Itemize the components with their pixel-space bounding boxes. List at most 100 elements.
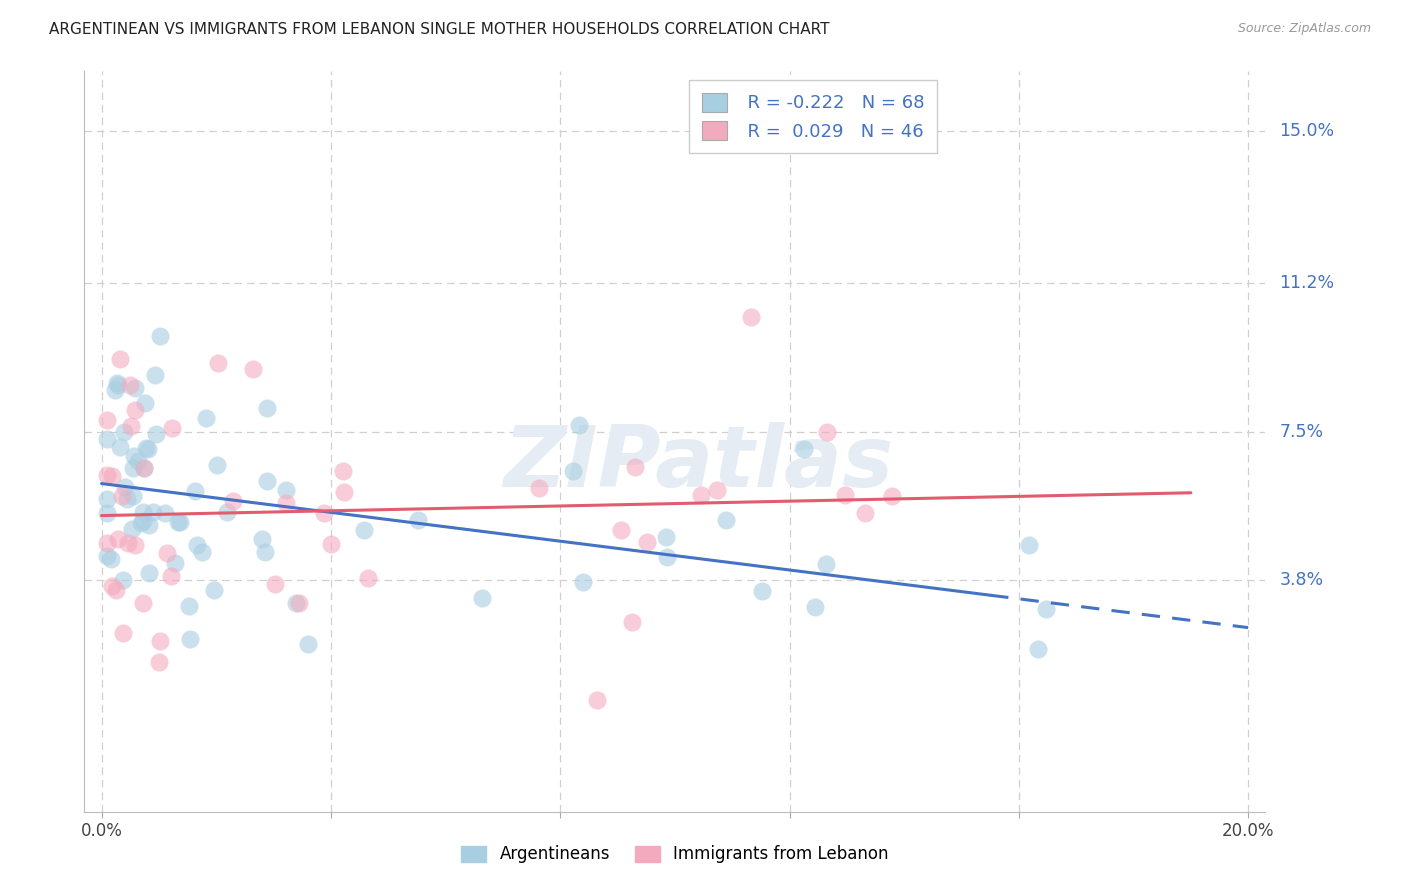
Point	[138, 566, 160, 580]
Point	[620, 615, 643, 629]
Point	[253, 545, 276, 559]
Text: 3.8%: 3.8%	[1279, 571, 1323, 589]
Point	[165, 556, 187, 570]
Point	[149, 328, 172, 343]
Point	[96, 468, 118, 483]
Point	[124, 538, 146, 552]
Point	[127, 454, 149, 468]
Point	[284, 597, 307, 611]
Point	[179, 632, 201, 647]
Point	[111, 489, 134, 503]
Point	[96, 506, 118, 520]
Point	[1026, 642, 1049, 657]
Point	[312, 506, 335, 520]
Point	[353, 523, 375, 537]
Point	[471, 591, 494, 605]
Point	[132, 505, 155, 519]
Point	[138, 517, 160, 532]
Point	[657, 550, 679, 565]
Point	[250, 532, 273, 546]
Point	[740, 310, 762, 324]
Point	[169, 516, 191, 530]
Point	[215, 505, 238, 519]
Point	[107, 378, 129, 392]
Point	[112, 573, 135, 587]
Point	[751, 583, 773, 598]
Point	[572, 574, 595, 589]
Point	[333, 485, 356, 500]
Point	[194, 411, 217, 425]
Point	[357, 571, 380, 585]
Point	[100, 552, 122, 566]
Point	[166, 515, 188, 529]
Point	[122, 461, 145, 475]
Point	[117, 491, 139, 506]
Point	[529, 481, 551, 495]
Point	[96, 491, 118, 506]
Point	[149, 634, 172, 648]
Point	[143, 368, 166, 383]
Point	[1035, 602, 1057, 616]
Point	[96, 432, 118, 446]
Point	[134, 396, 156, 410]
Point	[297, 637, 319, 651]
Legend: Argentineans, Immigrants from Lebanon: Argentineans, Immigrants from Lebanon	[454, 838, 896, 870]
Point	[191, 545, 214, 559]
Point	[562, 465, 585, 479]
Point	[207, 356, 229, 370]
Point	[263, 577, 285, 591]
Point	[853, 506, 876, 520]
Point	[177, 599, 200, 613]
Point	[153, 506, 176, 520]
Point	[101, 579, 124, 593]
Point	[156, 546, 179, 560]
Point	[112, 625, 135, 640]
Point	[568, 417, 591, 432]
Point	[706, 483, 728, 497]
Point	[834, 488, 856, 502]
Point	[96, 549, 118, 564]
Point	[134, 461, 156, 475]
Point	[122, 489, 145, 503]
Point	[332, 464, 354, 478]
Point	[117, 536, 139, 550]
Point	[408, 513, 430, 527]
Text: 11.2%: 11.2%	[1279, 275, 1334, 293]
Point	[221, 494, 243, 508]
Point	[96, 536, 118, 550]
Point	[636, 535, 658, 549]
Point	[815, 558, 838, 572]
Point	[792, 442, 814, 456]
Point	[136, 442, 159, 456]
Point	[132, 596, 155, 610]
Text: ZIPatlas: ZIPatlas	[503, 422, 894, 505]
Text: Source: ZipAtlas.com: Source: ZipAtlas.com	[1237, 22, 1371, 36]
Point	[132, 514, 155, 528]
Point	[141, 505, 163, 519]
Point	[186, 538, 208, 552]
Point	[107, 532, 129, 546]
Point	[183, 484, 205, 499]
Point	[105, 376, 128, 391]
Point	[124, 381, 146, 395]
Point	[122, 449, 145, 463]
Point	[586, 692, 609, 706]
Point	[256, 401, 278, 415]
Point	[207, 458, 229, 472]
Point	[129, 516, 152, 530]
Point	[319, 537, 342, 551]
Point	[1018, 538, 1040, 552]
Point	[714, 513, 737, 527]
Point	[202, 582, 225, 597]
Point	[124, 402, 146, 417]
Point	[132, 461, 155, 475]
Point	[655, 530, 678, 544]
Point	[880, 489, 903, 503]
Point	[114, 479, 136, 493]
Point	[104, 384, 127, 398]
Point	[121, 522, 143, 536]
Point	[274, 496, 297, 510]
Point	[159, 569, 181, 583]
Point	[274, 483, 297, 497]
Point	[96, 413, 118, 427]
